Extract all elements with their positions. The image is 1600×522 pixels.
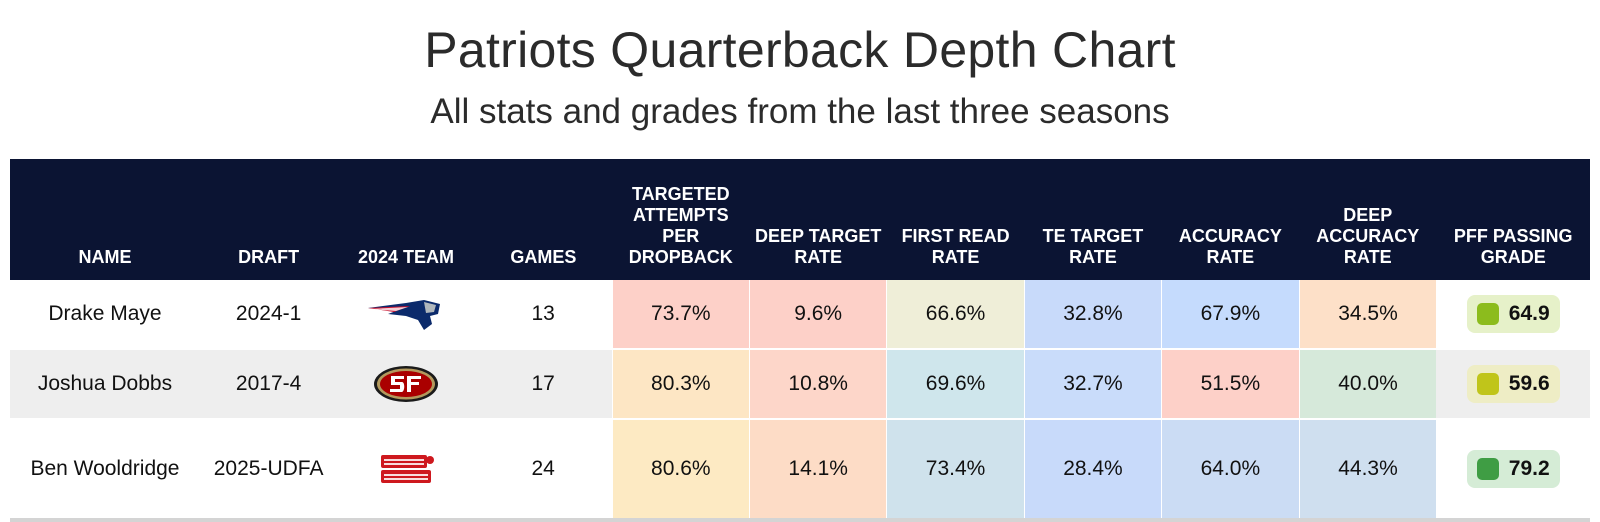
table-bottom-border <box>10 518 1590 522</box>
stat-cell: 66.6% <box>886 280 1025 349</box>
player-draft: 2017-4 <box>199 348 338 419</box>
team-logo-cell <box>337 418 475 518</box>
header-games: GAMES <box>474 159 613 280</box>
header-deep-target-rate: DEEP TARGET RATE <box>749 159 887 280</box>
player-draft: 2025-UDFA <box>199 418 338 518</box>
stat-cell: 44.3% <box>1298 418 1437 518</box>
stat-cell: 40.0% <box>1298 348 1437 419</box>
grade-color-square <box>1476 303 1499 325</box>
grade-cell: 64.9 <box>1436 280 1590 349</box>
stat-cell: 73.4% <box>886 418 1025 518</box>
header-draft: DRAFT <box>199 159 338 280</box>
patriots-logo-icon <box>368 300 440 330</box>
grade-badge: 79.2 <box>1466 450 1560 488</box>
header-name: NAME <box>10 159 200 280</box>
player-name: Drake Maye <box>10 280 200 349</box>
table-row: Joshua Dobbs 2017-4 17 80.3% 10.8% 69.6%… <box>10 348 1590 419</box>
stat-cell: 32.7% <box>1023 348 1162 419</box>
header-targeted-attempts: TARGETED ATTEMPTS PER DROPBACK <box>612 159 750 280</box>
header-accuracy-rate: ACCURACY RATE <box>1161 159 1300 280</box>
grade-value: 59.6 <box>1508 372 1550 395</box>
ragin-cajuns-logo-icon <box>381 455 434 483</box>
stat-cell: 32.8% <box>1023 280 1162 349</box>
stat-cell: 10.8% <box>748 348 887 419</box>
stat-cell: 80.3% <box>611 348 750 419</box>
table-row: Ben Wooldridge 2025-UDFA 24 80.6% 14. <box>10 418 1590 518</box>
header-te-target-rate: TE TARGET RATE <box>1024 159 1162 280</box>
stat-cell: 73.7% <box>611 280 750 349</box>
stat-cell: 69.6% <box>886 348 1025 419</box>
stat-cell: 28.4% <box>1023 418 1162 518</box>
grade-badge: 64.9 <box>1466 295 1560 333</box>
grade-cell: 59.6 <box>1436 348 1590 419</box>
header-pff-grade: PFF PASSING GRADE <box>1436 159 1590 280</box>
stat-cell: 9.6% <box>748 280 887 349</box>
player-games: 13 <box>474 280 613 349</box>
stat-cell: 64.0% <box>1161 418 1300 518</box>
stat-cell: 14.1% <box>748 418 887 518</box>
stat-cell: 80.6% <box>611 418 750 518</box>
player-name: Joshua Dobbs <box>10 348 200 419</box>
page-title: Patriots Quarterback Depth Chart <box>424 22 1176 78</box>
grade-cell: 79.2 <box>1436 418 1590 518</box>
grade-value: 64.9 <box>1508 302 1550 325</box>
grade-badge: 59.6 <box>1466 365 1560 403</box>
49ers-logo-icon <box>374 366 438 402</box>
player-games: 17 <box>474 348 613 419</box>
player-draft: 2024-1 <box>199 280 338 349</box>
header-row: NAME DRAFT 2024 TEAM GAMES TARGETED ATTE… <box>10 159 1590 280</box>
header-deep-accuracy-rate: DEEP ACCURACY RATE <box>1299 159 1437 280</box>
team-logo-cell <box>337 280 475 349</box>
depth-chart-table: NAME DRAFT 2024 TEAM GAMES TARGETED ATTE… <box>10 159 1590 522</box>
player-games: 24 <box>474 418 613 518</box>
grade-color-square <box>1476 458 1499 480</box>
page-subtitle: All stats and grades from the last three… <box>430 92 1170 131</box>
player-name: Ben Wooldridge <box>10 418 200 518</box>
stat-cell: 51.5% <box>1161 348 1300 419</box>
stat-cell: 34.5% <box>1298 280 1437 349</box>
table-row: Drake Maye 2024-1 13 73.7% 9.6% 66.6% 32… <box>10 280 1590 349</box>
grade-color-square <box>1476 373 1499 395</box>
header-team: 2024 TEAM <box>337 159 475 280</box>
team-logo-cell <box>337 348 475 419</box>
stat-cell: 67.9% <box>1161 280 1300 349</box>
grade-value: 79.2 <box>1508 457 1550 480</box>
header-first-read-rate: FIRST READ RATE <box>886 159 1025 280</box>
